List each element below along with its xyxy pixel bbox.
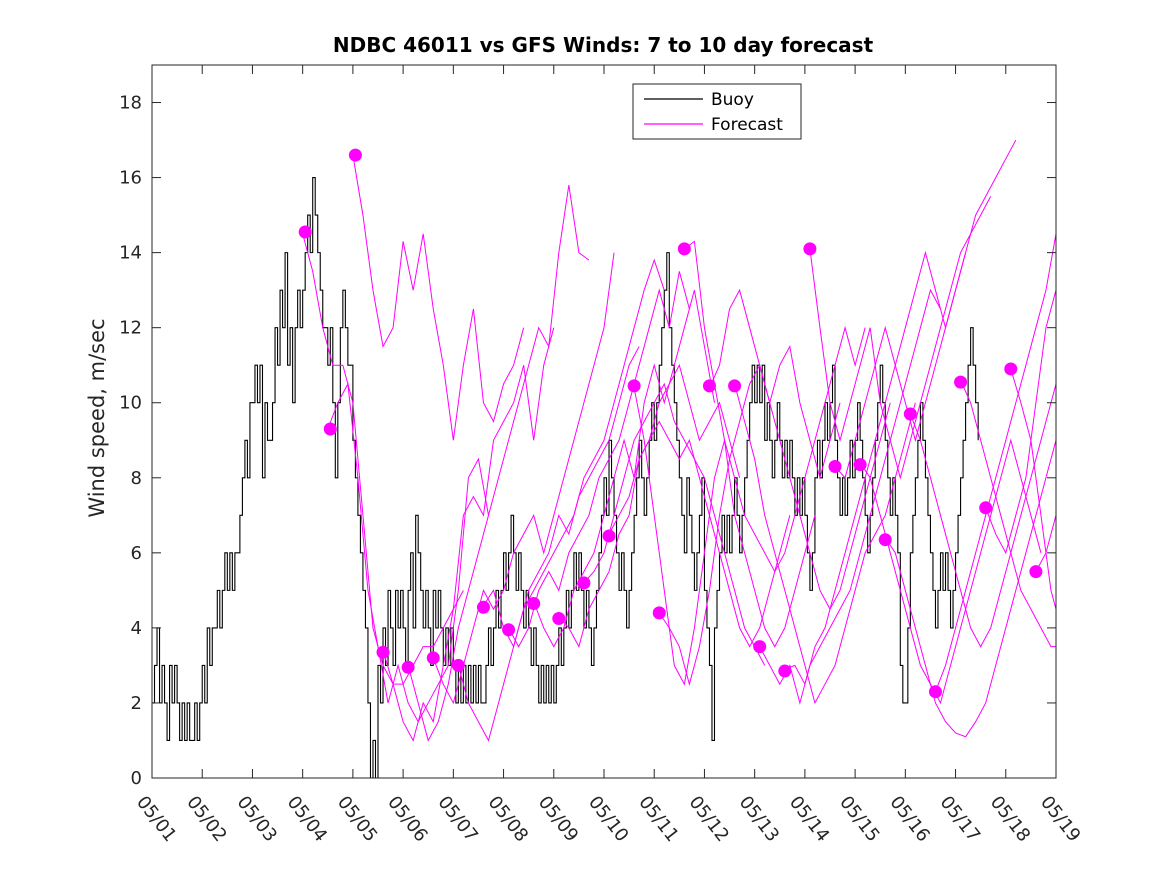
forecast-start-marker-19: [753, 640, 767, 654]
series-line-forecast-3: [352, 154, 525, 441]
forecast-start-marker-7: [451, 658, 465, 672]
forecast-start-marker-15: [652, 606, 666, 620]
series-line-forecast-15: [658, 344, 841, 687]
forecast-start-marker-9: [502, 623, 516, 637]
series-line-forecast-10: [533, 290, 715, 648]
y-tick-label: 14: [119, 243, 142, 264]
series-line-forecast-7: [457, 346, 640, 742]
y-tick-label: 6: [131, 543, 142, 564]
series-line-forecast-19: [759, 288, 941, 705]
forecast-start-marker-25: [903, 407, 917, 421]
series-line-forecast-20: [784, 250, 967, 686]
forecast-start-marker-5: [401, 660, 415, 674]
forecast-start-marker-20: [778, 664, 792, 678]
y-tick-label: 4: [131, 618, 142, 639]
forecast-start-marker-10: [527, 597, 541, 611]
forecast-start-marker-6: [426, 651, 440, 665]
forecast-start-marker-14: [627, 379, 641, 393]
forecast-start-marker-23: [853, 458, 867, 472]
series-line-forecast-2: [327, 382, 489, 723]
series-line-forecast-13: [608, 420, 791, 648]
y-tick-label: 8: [131, 468, 142, 489]
series-line-forecast-24: [884, 440, 1056, 738]
y-tick-label: 2: [131, 693, 142, 714]
forecast-start-marker-8: [476, 600, 490, 614]
series-line-forecast-30: [1035, 515, 1056, 572]
y-tick-label: 18: [119, 93, 142, 114]
series-line-buoy: [152, 177, 979, 778]
forecast-start-marker-28: [979, 501, 993, 515]
forecast-start-marker-29: [1004, 362, 1018, 376]
forecast-start-marker-4: [376, 645, 390, 659]
series-line-forecast-12: [583, 382, 766, 666]
forecast-start-marker-17: [702, 379, 716, 393]
series-line-forecast-23: [859, 438, 1042, 705]
series-line-forecast-27: [960, 380, 1056, 648]
series-line-forecast-22: [834, 139, 1017, 479]
y-tick-label: 12: [119, 318, 142, 339]
series-line-forecast-17: [709, 288, 891, 611]
y-axis-label: Wind speed, m/sec: [85, 318, 109, 517]
forecast-start-marker-12: [577, 576, 591, 590]
series-line-forecast-5: [407, 185, 590, 742]
forecast-start-marker-26: [928, 685, 942, 699]
forecast-start-marker-3: [348, 148, 362, 162]
series-group: [152, 139, 1056, 778]
y-tick-label: 16: [119, 168, 142, 189]
legend-label-forecast: Forecast: [711, 115, 783, 135]
forecast-start-marker-22: [828, 460, 842, 474]
forecast-start-marker-21: [803, 242, 817, 256]
forecast-start-marker-11: [552, 612, 566, 626]
series-line-forecast-28: [985, 290, 1056, 555]
plot-area: [152, 139, 1056, 778]
forecast-start-marker-1: [298, 225, 312, 239]
forecast-start-marker-16: [677, 242, 691, 256]
series-line-forecast-8: [483, 258, 665, 649]
legend-label-buoy: Buoy: [711, 90, 754, 110]
forecast-start-marker-2: [323, 422, 337, 436]
chart-title: NDBC 46011 vs GFS Winds: 7 to 10 day for…: [333, 33, 874, 57]
series-line-forecast-9: [508, 271, 690, 648]
y-tick-label: 10: [119, 393, 142, 414]
series-line-forecast-18: [734, 383, 916, 705]
series-line-forecast-29: [1010, 368, 1056, 610]
series-line-forecast-1: [302, 233, 464, 685]
series-line-forecast-25: [909, 383, 1056, 648]
forecast-start-marker-18: [728, 379, 742, 393]
forecast-start-marker-13: [602, 529, 616, 543]
legend-box: [632, 83, 802, 140]
y-tick-label: 0: [131, 768, 142, 789]
forecast-start-marker-30: [1029, 565, 1043, 579]
forecast-start-marker-27: [954, 375, 968, 389]
forecast-start-marker-24: [878, 533, 892, 547]
series-line-forecast-26: [934, 233, 1056, 692]
legend: Buoy Forecast: [632, 83, 802, 140]
series-line-forecast-21: [809, 196, 992, 480]
